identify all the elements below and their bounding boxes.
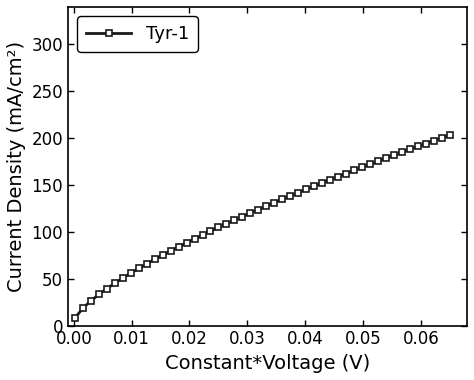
Tyr-1 <box>351 168 357 173</box>
Tyr-1 <box>112 281 118 285</box>
Tyr-1 <box>120 276 126 280</box>
Tyr-1 <box>327 177 333 182</box>
Tyr-1 <box>375 159 381 163</box>
Tyr-1 <box>303 187 309 192</box>
Tyr-1 <box>216 225 221 230</box>
Legend: Tyr-1: Tyr-1 <box>77 16 198 52</box>
Tyr-1 <box>399 150 405 155</box>
Tyr-1 <box>184 241 190 245</box>
Tyr-1 <box>335 174 341 179</box>
Tyr-1 <box>176 244 182 249</box>
Tyr-1 <box>279 197 285 201</box>
Tyr-1 <box>191 237 197 241</box>
Tyr-1 <box>104 287 109 291</box>
Tyr-1 <box>311 184 317 188</box>
Tyr-1 <box>72 316 78 320</box>
Tyr-1 <box>128 271 134 276</box>
Tyr-1 <box>168 249 173 253</box>
Tyr-1 <box>144 261 149 266</box>
Tyr-1 <box>208 229 213 233</box>
Tyr-1 <box>383 156 389 161</box>
Tyr-1 <box>239 214 245 219</box>
Tyr-1 <box>319 180 325 185</box>
Tyr-1 <box>391 153 397 158</box>
Tyr-1 <box>200 233 205 237</box>
Tyr-1 <box>287 194 293 198</box>
Tyr-1 <box>415 144 420 149</box>
Tyr-1 <box>232 218 237 222</box>
Tyr-1 <box>264 204 269 208</box>
Tyr-1 <box>160 253 165 257</box>
Tyr-1 <box>439 136 445 140</box>
Tyr-1 <box>224 222 229 226</box>
Tyr-1 <box>152 257 157 262</box>
Tyr-1 <box>272 200 277 205</box>
Tyr-1 <box>447 133 453 137</box>
Tyr-1 <box>88 299 94 303</box>
Tyr-1 <box>295 190 301 195</box>
Tyr-1 <box>431 138 437 143</box>
Tyr-1 <box>423 141 428 146</box>
Tyr-1 <box>343 171 349 176</box>
Line: Tyr-1: Tyr-1 <box>72 131 453 321</box>
Tyr-1 <box>407 147 413 152</box>
Tyr-1 <box>247 211 253 215</box>
Tyr-1 <box>255 207 261 212</box>
Tyr-1 <box>359 165 365 169</box>
Y-axis label: Current Density (mA/cm²): Current Density (mA/cm²) <box>7 41 26 292</box>
Tyr-1 <box>96 292 102 297</box>
Tyr-1 <box>367 162 373 166</box>
X-axis label: Constant*Voltage (V): Constant*Voltage (V) <box>165 354 370 373</box>
Tyr-1 <box>80 306 86 310</box>
Tyr-1 <box>136 266 142 271</box>
